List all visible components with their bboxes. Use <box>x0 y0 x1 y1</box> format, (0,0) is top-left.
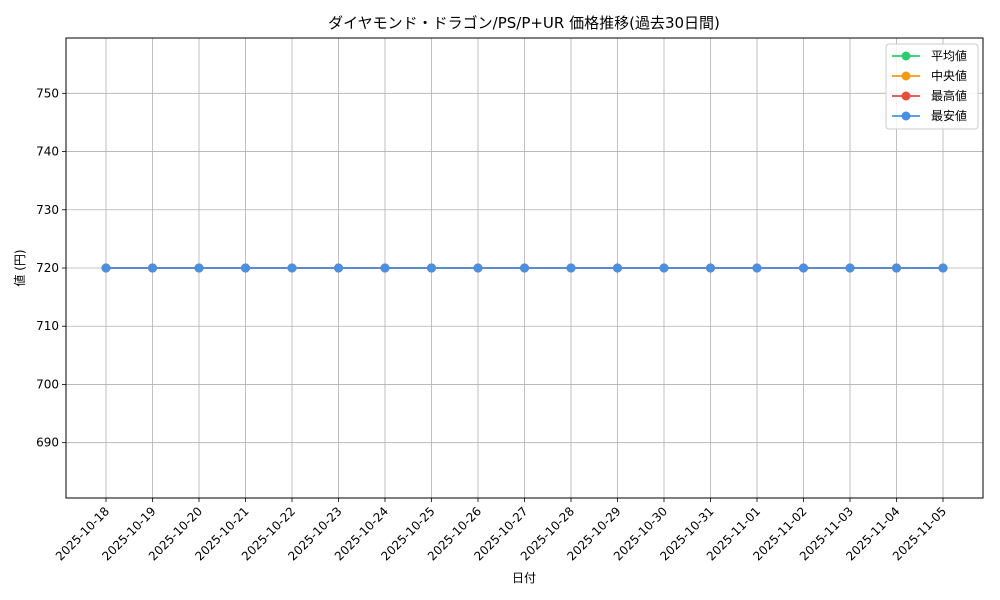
data-point <box>845 263 855 273</box>
data-point <box>659 263 669 273</box>
y-tick-label: 710 <box>36 319 59 333</box>
legend-marker <box>901 111 911 121</box>
data-point <box>892 263 901 273</box>
data-point <box>241 263 250 273</box>
y-tick-label: 690 <box>36 436 59 450</box>
legend-item: 最安値 <box>892 108 967 123</box>
x-axis-title: 日付 <box>512 571 536 585</box>
y-tick-label: 720 <box>36 261 59 275</box>
data-point <box>752 263 762 273</box>
data-point <box>101 263 111 273</box>
legend-label: 最高値 <box>931 88 967 103</box>
y-axis-title: 値 (円) <box>12 249 27 286</box>
data-point <box>566 263 576 273</box>
data-point <box>473 263 483 273</box>
data-point <box>799 263 808 273</box>
legend-label: 平均値 <box>931 48 967 63</box>
data-point <box>148 263 157 273</box>
legend-item: 最高値 <box>892 88 967 103</box>
data-point <box>334 263 343 273</box>
y-tick-label: 730 <box>36 203 59 217</box>
data-point <box>706 263 715 273</box>
y-tick-label: 700 <box>36 377 59 391</box>
legend-marker <box>901 71 911 81</box>
legend-label: 最安値 <box>931 108 967 123</box>
legend-marker <box>901 51 911 61</box>
legend-item: 平均値 <box>892 48 967 63</box>
data-point <box>938 263 948 273</box>
data-point <box>520 263 529 273</box>
x-axis: 2025-10-182025-10-192025-10-202025-10-21… <box>53 498 949 563</box>
legend-item: 中央値 <box>892 68 967 83</box>
legend-box <box>885 43 979 130</box>
series-layer <box>101 263 948 273</box>
y-tick-label: 750 <box>36 86 59 100</box>
y-tick-label: 740 <box>36 145 59 159</box>
data-point <box>380 263 390 273</box>
data-point <box>613 263 622 273</box>
data-point <box>427 263 436 273</box>
series-最安値 <box>101 263 948 273</box>
y-axis: 690 700 710 720 730 740 750 <box>36 86 66 450</box>
data-point <box>194 263 204 273</box>
chart-title: ダイヤモンド・ドラゴン/PS/P+UR 価格推移(過去30日間) <box>328 14 720 32</box>
data-point <box>287 263 297 273</box>
legend-marker <box>901 91 911 101</box>
legend-label: 中央値 <box>931 68 967 83</box>
